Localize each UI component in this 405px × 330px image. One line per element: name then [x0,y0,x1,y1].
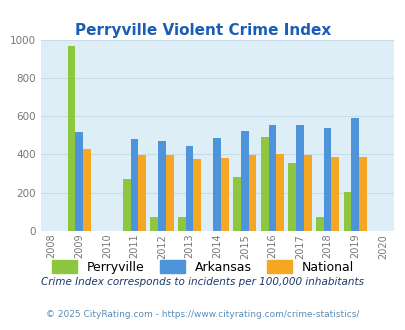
Bar [343,192,350,231]
Bar [166,155,173,231]
Bar [68,46,75,231]
Bar [138,155,146,231]
Bar [185,146,193,231]
Bar [123,179,130,231]
Bar [288,163,295,231]
Bar [330,157,338,231]
Bar [295,125,303,231]
Bar [350,118,358,231]
Bar [130,139,138,231]
Bar [275,154,283,231]
Bar [150,216,158,231]
Bar [240,130,248,231]
Bar [303,155,311,231]
Bar [358,157,366,231]
Bar [83,149,91,231]
Bar [177,216,185,231]
Text: Crime Index corresponds to incidents per 100,000 inhabitants: Crime Index corresponds to incidents per… [41,278,364,287]
Bar [260,137,268,231]
Bar [158,141,166,231]
Text: Perryville Violent Crime Index: Perryville Violent Crime Index [75,23,330,38]
Legend: Perryville, Arkansas, National: Perryville, Arkansas, National [47,255,358,279]
Bar [268,125,275,231]
Bar [75,132,83,231]
Bar [323,128,330,231]
Text: © 2025 CityRating.com - https://www.cityrating.com/crime-statistics/: © 2025 CityRating.com - https://www.city… [46,310,359,319]
Bar [213,138,221,231]
Bar [221,158,228,231]
Bar [193,159,201,231]
Bar [232,178,240,231]
Bar [315,216,323,231]
Bar [248,155,256,231]
